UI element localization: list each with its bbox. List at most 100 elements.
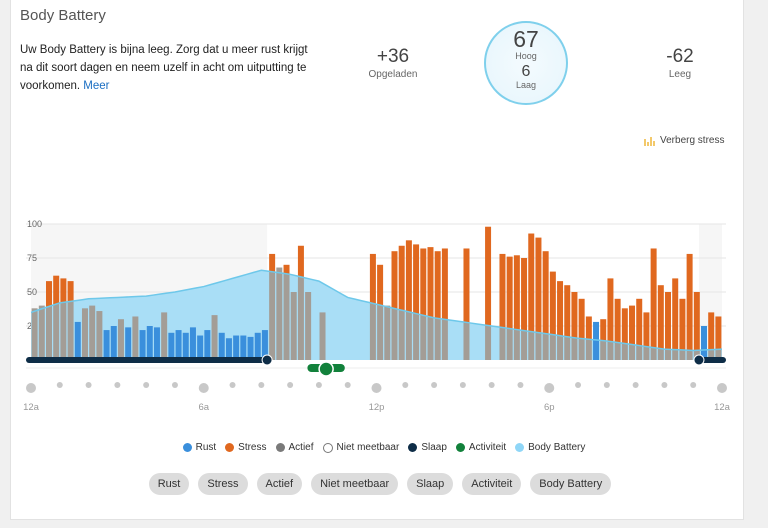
stress-bar bbox=[549, 271, 556, 335]
stress-bar-base bbox=[665, 349, 672, 360]
stress-bar bbox=[283, 264, 290, 274]
filter-button[interactable]: Activiteit bbox=[462, 473, 522, 495]
stress-bar-base bbox=[564, 336, 571, 360]
hour-dot[interactable] bbox=[258, 382, 265, 388]
stress-bar bbox=[506, 256, 513, 329]
more-link[interactable]: Meer bbox=[83, 80, 110, 92]
hour-dot[interactable] bbox=[229, 382, 236, 388]
stress-bar bbox=[521, 258, 528, 331]
legend-item: Activiteit bbox=[455, 442, 506, 453]
rest-bar bbox=[182, 332, 189, 360]
stress-bar-base bbox=[607, 341, 614, 360]
stress-bar bbox=[67, 281, 74, 302]
stress-bar-base bbox=[67, 301, 74, 360]
major-hour-dot[interactable] bbox=[198, 383, 209, 393]
stress-bar-base bbox=[420, 315, 427, 360]
stress-bar-base bbox=[441, 319, 448, 360]
hour-dot[interactable] bbox=[85, 382, 92, 388]
hour-dot[interactable] bbox=[517, 382, 524, 388]
hour-dot[interactable] bbox=[690, 382, 697, 388]
active-bar bbox=[305, 292, 312, 360]
legend-label: Actief bbox=[288, 442, 314, 453]
filter-button[interactable]: Rust bbox=[148, 473, 190, 495]
y-tick-label: 100 bbox=[27, 219, 42, 229]
sleep-bar bbox=[698, 357, 726, 363]
summary-message: Uw Body Battery is bijna leeg. Zorg dat … bbox=[20, 41, 320, 95]
hour-dot[interactable] bbox=[402, 382, 409, 388]
hour-dot[interactable] bbox=[287, 382, 294, 388]
legend-dot-icon bbox=[455, 443, 465, 452]
stress-bar bbox=[53, 275, 60, 305]
stress-bar-base bbox=[614, 342, 621, 360]
hour-dot[interactable] bbox=[632, 382, 639, 388]
active-bar bbox=[384, 305, 391, 360]
stress-bar-base bbox=[53, 304, 60, 360]
hide-stress-toggle[interactable]: Verberg stress bbox=[644, 135, 724, 146]
rest-bar bbox=[175, 330, 182, 360]
body-battery-area bbox=[31, 270, 722, 360]
stress-bar-base bbox=[578, 338, 585, 360]
wake-icon bbox=[261, 354, 273, 366]
hour-dot[interactable] bbox=[603, 382, 610, 388]
legend-dot-icon bbox=[182, 443, 192, 452]
hour-dot[interactable] bbox=[143, 382, 150, 388]
stress-bar-base bbox=[427, 316, 434, 360]
hour-dot[interactable] bbox=[344, 382, 351, 388]
stress-bar bbox=[499, 253, 506, 328]
stress-bar-base bbox=[571, 337, 578, 360]
bar-chart-icon bbox=[644, 136, 655, 146]
hour-dot[interactable] bbox=[459, 382, 466, 388]
hour-dot[interactable] bbox=[575, 382, 582, 388]
stress-bar-base bbox=[528, 331, 535, 360]
hour-dot[interactable] bbox=[661, 382, 668, 388]
rest-bar bbox=[218, 332, 225, 360]
hour-dot[interactable] bbox=[56, 382, 63, 388]
stress-bar-base bbox=[542, 333, 549, 360]
stress-bar bbox=[297, 245, 304, 277]
active-bar bbox=[117, 319, 124, 360]
stress-bar bbox=[686, 253, 693, 351]
filter-buttons: Rust Stress Actief Niet meetbaar Slaap Activi… bbox=[0, 473, 760, 495]
stress-bar-base bbox=[269, 271, 276, 360]
charged-stat: +36 Opgeladen bbox=[348, 46, 438, 80]
hour-dot[interactable] bbox=[171, 382, 178, 388]
rest-bar bbox=[139, 330, 146, 360]
legend-label: Body Battery bbox=[528, 442, 586, 453]
filter-button[interactable]: Stress bbox=[198, 473, 248, 495]
stress-bar-base bbox=[485, 325, 492, 360]
stress-bar-base bbox=[686, 350, 693, 360]
stress-bar-base bbox=[549, 334, 556, 360]
major-hour-dot[interactable] bbox=[717, 383, 727, 393]
legend-dot-icon bbox=[275, 443, 285, 452]
rest-bar bbox=[261, 330, 268, 360]
stress-bar bbox=[657, 285, 664, 349]
legend-item: Body Battery bbox=[515, 442, 585, 453]
hour-dot[interactable] bbox=[315, 382, 322, 388]
rest-bar bbox=[247, 336, 254, 360]
filter-button[interactable]: Slaap bbox=[407, 473, 454, 495]
major-hour-dot[interactable] bbox=[544, 383, 555, 393]
stress-bar-base bbox=[629, 344, 636, 360]
summary-text: Uw Body Battery is bijna leeg. Zorg dat … bbox=[20, 44, 308, 92]
stress-bar bbox=[463, 248, 470, 323]
filter-button[interactable]: Actief bbox=[256, 473, 303, 495]
walking-icon bbox=[318, 361, 334, 377]
sleep-icon bbox=[693, 354, 705, 366]
stress-bar bbox=[600, 319, 607, 341]
rest-bar bbox=[125, 327, 132, 360]
major-hour-dot[interactable] bbox=[26, 383, 36, 393]
stress-bar bbox=[585, 316, 592, 340]
stress-bar-base bbox=[60, 302, 67, 360]
hour-dot[interactable] bbox=[431, 382, 438, 388]
filter-button[interactable]: Body Battery bbox=[530, 473, 612, 495]
stress-bar bbox=[441, 248, 448, 320]
hour-dot[interactable] bbox=[488, 382, 495, 388]
hour-dot[interactable] bbox=[114, 382, 121, 388]
stress-bar bbox=[643, 312, 650, 347]
filter-button[interactable]: Niet meetbaar bbox=[311, 473, 399, 495]
rest-bar bbox=[240, 335, 247, 360]
x-tick-label: 12p bbox=[369, 402, 385, 413]
high-value: 67 bbox=[513, 26, 539, 52]
major-hour-dot[interactable] bbox=[371, 383, 382, 393]
active-bar bbox=[276, 267, 283, 360]
